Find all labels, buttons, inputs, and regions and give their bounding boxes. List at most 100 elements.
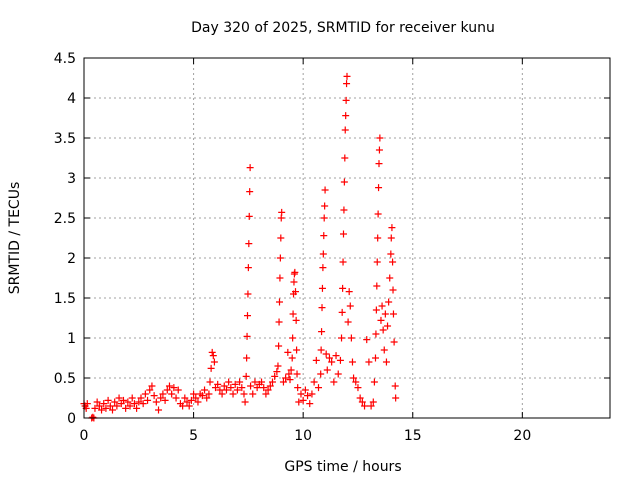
x-tick-label: 10 [294,428,312,444]
data-point-plus-marker [284,348,292,356]
data-point-plus-marker [342,96,350,104]
data-point-plus-marker [174,386,182,394]
data-point-plus-marker [245,212,253,220]
data-point-plus-marker [343,72,351,80]
data-point-plus-marker [258,378,266,386]
data-point-plus-marker [192,394,200,402]
data-point-plus-marker [385,298,393,306]
data-point-plus-marker [374,210,382,218]
data-point-plus-marker [93,398,101,406]
data-point-plus-marker [144,396,152,404]
data-point-plus-marker [338,334,346,342]
data-point-plus-marker [260,384,268,392]
data-point-plus-marker [293,346,301,354]
data-point-plus-marker [286,376,294,384]
data-point-plus-marker [233,386,241,394]
data-point-plus-marker [249,390,257,398]
data-point-plus-marker [287,366,295,374]
data-point-plus-marker [320,214,328,222]
data-point-plus-marker [382,358,390,366]
data-point-plus-marker [238,384,246,392]
data-point-plus-marker [386,274,394,282]
data-point-plus-marker [288,354,296,362]
data-point-plus-marker [206,378,214,386]
data-point-plus-marker [369,398,377,406]
data-point-plus-marker [135,398,143,406]
data-point-plus-marker [336,356,344,364]
data-point-plus-marker [320,232,328,240]
data-point-plus-marker [242,372,250,380]
y-tick-label: 1.5 [54,291,76,307]
data-point-plus-marker [244,264,252,272]
data-point-plus-marker [339,258,347,266]
data-point-plus-marker [163,386,171,394]
y-tick-label: 1 [67,331,76,347]
data-point-plus-marker [243,332,251,340]
data-point-plus-marker [295,398,303,406]
x-axis-label: GPS time / hours [284,459,401,475]
data-point-plus-marker [319,250,327,258]
data-point-plus-marker [380,346,388,354]
data-point-plus-marker [293,370,301,378]
data-point-plus-marker [379,326,387,334]
data-point-plus-marker [172,394,180,402]
data-point-plus-marker [275,298,283,306]
data-point-plus-marker [170,384,178,392]
data-point-plus-marker [301,386,309,394]
data-point-plus-marker [185,402,193,410]
data-point-plus-marker [372,306,380,314]
data-point-plus-marker [292,316,300,324]
data-point-plus-marker [279,378,287,386]
y-tick-label: 3 [67,171,76,187]
data-point-plus-marker [304,392,312,400]
data-point-plus-marker [312,356,320,364]
data-point-plus-marker [264,386,272,394]
data-point-plus-marker [183,398,191,406]
data-point-plus-marker [150,392,158,400]
data-point-plus-marker [291,268,299,276]
data-point-plus-marker [100,400,108,408]
y-tick-label: 2.5 [54,211,76,227]
data-point-plus-marker [388,224,396,232]
data-point-plus-marker [370,378,378,386]
data-point-plus-marker [363,336,371,344]
data-point-plus-marker [321,186,329,194]
data-point-plus-marker [318,304,326,312]
data-point-plus-marker [106,402,114,410]
y-tick-label: 3.5 [54,131,76,147]
data-point-plus-marker [119,396,127,404]
data-point-plus-marker [381,310,389,318]
data-point-plus-marker [342,112,350,120]
y-tick-label: 4 [67,91,76,107]
data-point-plus-marker [299,396,307,404]
data-point-plus-marker [294,384,302,392]
data-point-plus-marker [390,338,398,346]
data-point-plus-marker [274,362,282,370]
data-point-plus-marker [209,352,217,360]
data-point-plus-marker [218,390,226,398]
data-point-plus-marker [141,390,149,398]
data-point-plus-marker [124,398,132,406]
data-point-plus-marker [231,380,239,388]
data-point-plus-marker [391,382,399,390]
data-point-plus-marker [323,366,331,374]
data-point-plus-marker [334,370,342,378]
data-point-plus-marker [205,390,213,398]
data-point-plus-marker [161,396,169,404]
data-point-plus-marker [266,382,274,390]
data-point-plus-marker [251,378,259,386]
x-tick-label: 5 [189,428,198,444]
data-point-plus-marker [277,234,285,242]
data-point-plus-marker [375,184,383,192]
data-point-plus-marker [187,396,195,404]
data-point-plus-marker [198,392,206,400]
data-point-plus-marker [229,390,237,398]
data-point-plus-marker [375,160,383,168]
data-point-plus-marker [83,400,91,408]
x-tick-label: 0 [80,428,89,444]
data-point-plus-marker [322,350,330,358]
data-point-plus-marker [201,386,209,394]
data-point-plus-marker [343,80,351,88]
data-point-plus-marker [241,398,249,406]
data-point-plus-marker [243,312,251,320]
